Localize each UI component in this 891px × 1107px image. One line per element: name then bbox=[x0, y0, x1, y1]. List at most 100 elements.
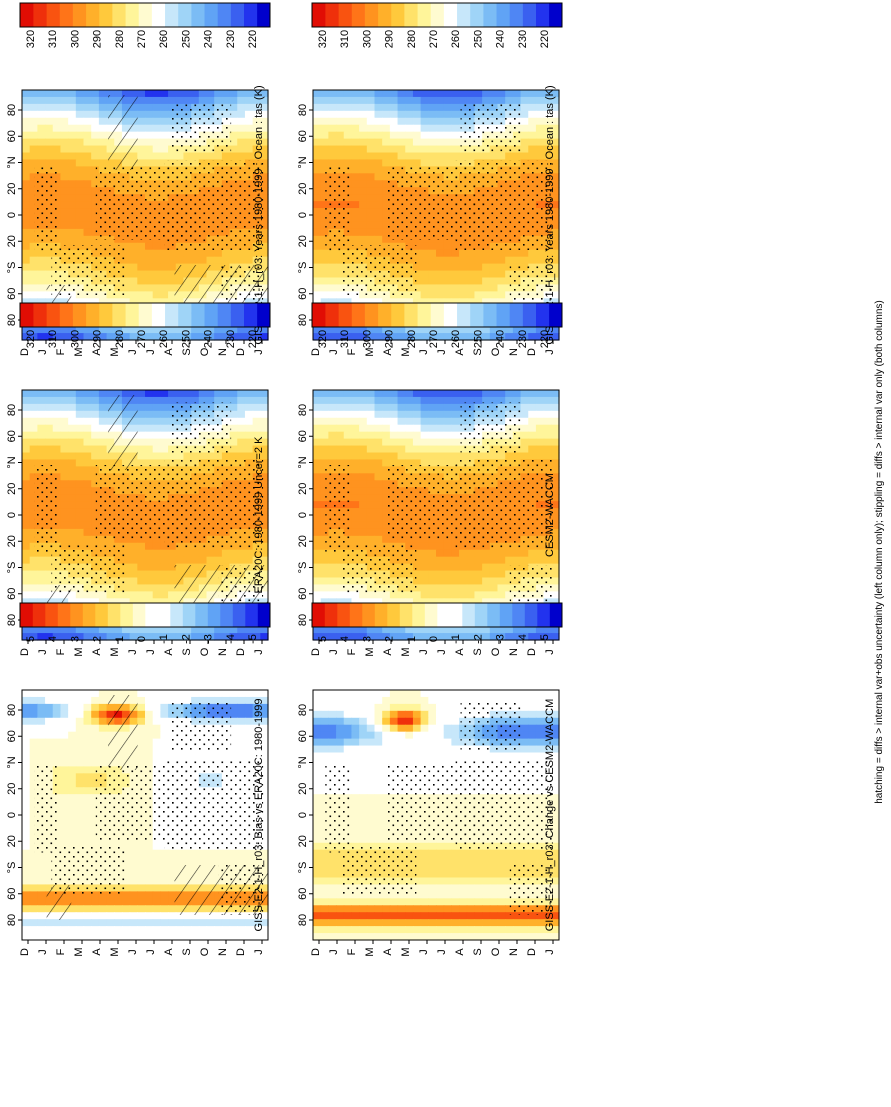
colorbar-swatch bbox=[536, 3, 549, 27]
heatmap-cell bbox=[68, 236, 76, 244]
heatmap-cell bbox=[390, 397, 398, 405]
heatmap-cell bbox=[313, 243, 321, 251]
heatmap-cell bbox=[382, 425, 390, 433]
heatmap-cell bbox=[413, 425, 421, 433]
heatmap-cell bbox=[313, 453, 321, 461]
heatmap-cell bbox=[237, 90, 245, 98]
heatmap-cell bbox=[474, 550, 482, 558]
heatmap-cell bbox=[160, 453, 168, 461]
heatmap-cell bbox=[160, 584, 168, 592]
heatmap-cell bbox=[490, 453, 498, 461]
heatmap-cell bbox=[321, 571, 329, 579]
heatmap-cell bbox=[153, 543, 161, 551]
heatmap-cell bbox=[421, 550, 429, 558]
colorbar-swatch bbox=[523, 303, 536, 327]
heatmap-cell bbox=[145, 132, 153, 140]
x-tick-label: S bbox=[181, 648, 193, 655]
heatmap-cell bbox=[344, 411, 352, 419]
heatmap-cell bbox=[137, 550, 145, 558]
heatmap-cell bbox=[313, 418, 321, 426]
heatmap-cell bbox=[375, 111, 383, 119]
heatmap-cell bbox=[359, 229, 367, 237]
heatmap-cell bbox=[382, 446, 390, 454]
heatmap-cell bbox=[84, 501, 92, 509]
heatmap-cell bbox=[313, 139, 321, 147]
heatmap-cell bbox=[390, 404, 398, 412]
heatmap-cell bbox=[222, 453, 230, 461]
x-tick-label: M bbox=[400, 647, 412, 656]
colorbar-swatch bbox=[33, 3, 46, 27]
heatmap-cell bbox=[53, 97, 61, 105]
heatmap-cell bbox=[382, 90, 390, 98]
heatmap-cell bbox=[253, 418, 261, 426]
heatmap-cell bbox=[22, 229, 30, 237]
heatmap-cell bbox=[99, 104, 107, 112]
heatmap-cell bbox=[22, 425, 30, 433]
heatmap-cell bbox=[68, 194, 76, 202]
heatmap-cell bbox=[536, 439, 544, 447]
heatmap-cell bbox=[260, 418, 268, 426]
heatmap-cell bbox=[328, 97, 336, 105]
heatmap-cell bbox=[30, 118, 38, 126]
heatmap-cell bbox=[536, 146, 544, 154]
heatmap-cell bbox=[237, 432, 245, 440]
heatmap-cell bbox=[321, 111, 329, 119]
heatmap-cell bbox=[22, 487, 30, 495]
heatmap-cell bbox=[245, 146, 253, 154]
heatmap-cell bbox=[451, 153, 459, 161]
heatmap-cell bbox=[76, 146, 84, 154]
heatmap-cell bbox=[328, 418, 336, 426]
heatmap-cell bbox=[230, 153, 238, 161]
heatmap-cell bbox=[467, 257, 475, 265]
heatmap-cell bbox=[336, 125, 344, 133]
y-tick-label: 80 bbox=[297, 614, 309, 626]
heatmap-cell bbox=[451, 257, 459, 265]
heatmap-cell bbox=[60, 501, 68, 509]
heatmap-cell bbox=[84, 90, 92, 98]
heatmap-cell bbox=[359, 166, 367, 174]
colorbar-swatch bbox=[46, 3, 59, 27]
colorbar-swatch bbox=[509, 303, 522, 327]
heatmap-cell bbox=[459, 264, 467, 272]
heatmap-cell bbox=[230, 250, 238, 258]
heatmap-cell bbox=[367, 194, 375, 202]
heatmap-cell bbox=[153, 250, 161, 258]
heatmap-cell bbox=[199, 557, 207, 565]
x-tick-label: F bbox=[346, 648, 358, 655]
heatmap-cell bbox=[153, 571, 161, 579]
heatmap-cell bbox=[45, 90, 53, 98]
heatmap-cell bbox=[145, 243, 153, 251]
x-tick-label: J bbox=[544, 349, 556, 355]
heatmap-cell bbox=[37, 404, 45, 412]
heatmap-cell bbox=[336, 390, 344, 398]
heatmap-cell bbox=[467, 291, 475, 299]
heatmap-cell bbox=[498, 278, 506, 286]
heatmap-cell bbox=[60, 633, 68, 641]
heatmap-cell bbox=[199, 390, 207, 398]
heatmap-cell bbox=[145, 397, 153, 405]
heatmap-cell bbox=[45, 453, 53, 461]
heatmap-cell bbox=[160, 564, 168, 572]
heatmap-cell bbox=[359, 480, 367, 488]
heatmap-cell bbox=[60, 418, 68, 426]
heatmap-cell bbox=[436, 404, 444, 412]
heatmap-cell bbox=[467, 250, 475, 258]
heatmap-cell bbox=[45, 425, 53, 433]
heatmap-cell bbox=[336, 104, 344, 112]
heatmap-cell bbox=[444, 404, 452, 412]
colorbar-label: 280 bbox=[406, 330, 418, 348]
colorbar-label: 300 bbox=[361, 330, 373, 348]
heatmap-cell bbox=[344, 425, 352, 433]
heatmap-cell bbox=[53, 104, 61, 112]
heatmap-cell bbox=[130, 271, 138, 279]
heatmap-cell bbox=[451, 118, 459, 126]
heatmap-cell bbox=[45, 146, 53, 154]
heatmap-cell bbox=[53, 439, 61, 447]
heatmap-cell bbox=[521, 257, 529, 265]
heatmap-cell bbox=[482, 557, 490, 565]
stippling-region bbox=[461, 103, 522, 153]
heatmap-cell bbox=[351, 446, 359, 454]
heatmap-cell bbox=[84, 432, 92, 440]
heatmap-cell bbox=[60, 132, 68, 140]
heatmap-cell bbox=[359, 97, 367, 105]
